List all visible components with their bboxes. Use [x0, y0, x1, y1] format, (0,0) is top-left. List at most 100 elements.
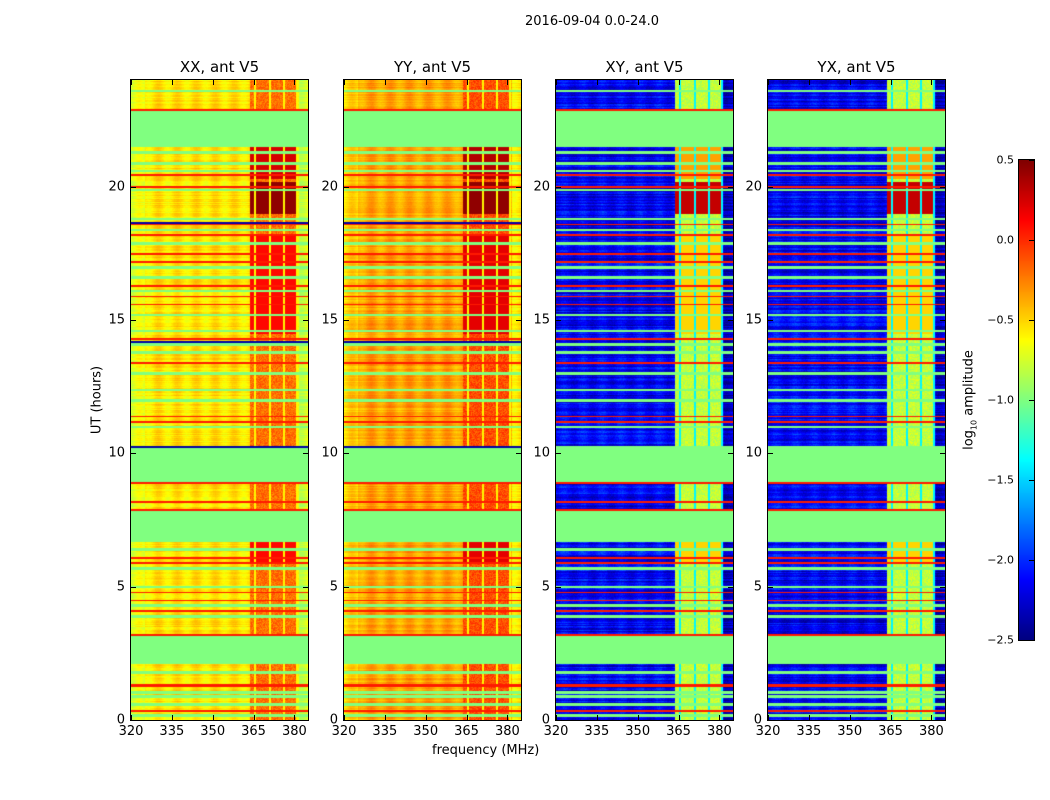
x-tick	[425, 80, 427, 85]
x-tick-label: 350	[625, 724, 651, 739]
x-tick-label: 365	[666, 724, 691, 739]
x-tick	[556, 715, 557, 720]
heatmap-yy	[344, 80, 521, 720]
y-tick	[556, 320, 561, 321]
x-tick	[294, 715, 296, 720]
y-tick-label: 15	[745, 312, 762, 328]
y-tick	[344, 453, 349, 455]
x-tick-label: 320	[543, 724, 569, 739]
x-tick	[294, 80, 296, 85]
y-tick-label: 5	[753, 579, 762, 595]
y-tick	[303, 586, 308, 588]
y-tick	[940, 720, 945, 721]
colorbar-tick	[1029, 640, 1034, 641]
x-tick	[596, 715, 598, 720]
y-tick-label: 10	[533, 445, 550, 461]
y-tick	[940, 453, 945, 455]
colorbar-tick-label: −1.0	[987, 393, 1014, 407]
x-tick	[637, 715, 639, 720]
colorbar-tick	[1029, 160, 1034, 161]
y-tick	[768, 720, 773, 721]
x-tick-label: 320	[118, 724, 144, 739]
y-tick	[940, 186, 945, 188]
y-tick	[556, 186, 561, 188]
x-tick	[890, 80, 892, 85]
x-tick	[768, 80, 769, 85]
y-tick	[556, 720, 561, 721]
y-tick	[728, 586, 733, 588]
y-tick	[516, 186, 521, 188]
colorbar-tick	[1029, 480, 1034, 481]
heatmap-xx	[131, 80, 308, 720]
x-tick	[507, 80, 509, 85]
x-tick	[637, 80, 639, 85]
x-tick-label: 365	[878, 724, 903, 739]
colorbar-tick-label: 0.5	[996, 153, 1015, 167]
y-tick	[516, 586, 521, 588]
y-tick-label: 10	[745, 445, 762, 461]
y-tick-label: 15	[533, 312, 550, 328]
y-tick	[303, 453, 308, 455]
x-tick-label: 380	[706, 724, 732, 739]
x-tick	[131, 715, 132, 720]
x-tick	[719, 715, 721, 720]
y-tick	[728, 320, 733, 321]
x-tick-label: 365	[454, 724, 479, 739]
figure-title: 2016-09-04 0.0-24.0	[525, 14, 659, 29]
y-tick	[516, 320, 521, 321]
x-tick	[808, 80, 810, 85]
x-tick	[466, 80, 468, 85]
x-tick	[808, 715, 810, 720]
x-tick	[931, 80, 933, 85]
y-tick-label: 20	[533, 179, 550, 195]
panel-title-yy: YY, ant V5	[393, 58, 472, 76]
x-tick-label: 335	[584, 724, 610, 739]
x-tick	[678, 715, 680, 720]
colorbar-tick	[1029, 560, 1034, 561]
y-tick	[344, 320, 349, 321]
y-tick	[344, 586, 349, 588]
y-tick-label: 20	[108, 179, 125, 195]
panel-title-xy: XY, ant V5	[605, 58, 684, 76]
x-tick-label: 335	[372, 724, 398, 739]
x-tick	[212, 715, 214, 720]
x-tick	[253, 80, 255, 85]
y-tick	[728, 186, 733, 188]
colorbar	[1019, 160, 1034, 640]
y-tick	[303, 320, 308, 321]
y-tick	[303, 720, 308, 721]
y-tick-label: 20	[321, 179, 338, 195]
colorbar-tick	[1029, 240, 1034, 241]
y-tick	[768, 586, 773, 588]
y-tick	[556, 453, 561, 455]
x-tick	[384, 715, 386, 720]
x-tick-label: 350	[837, 724, 863, 739]
x-tick-label: 335	[159, 724, 185, 739]
y-tick-label: 0	[116, 712, 125, 728]
heatmap-yx	[768, 80, 945, 720]
y-tick-label: 0	[329, 712, 338, 728]
colorbar-label-sub: 10	[969, 419, 979, 431]
x-tick-label: 350	[413, 724, 439, 739]
x-tick	[212, 80, 214, 85]
x-tick	[344, 715, 345, 720]
y-tick	[303, 186, 308, 188]
x-tick	[849, 80, 851, 85]
x-tick	[719, 80, 721, 85]
x-tick	[890, 715, 892, 720]
x-tick	[384, 80, 386, 85]
x-tick	[768, 715, 769, 720]
panel-title-xx: XX, ant V5	[179, 58, 260, 76]
x-tick-label: 380	[494, 724, 520, 739]
y-tick	[131, 720, 136, 721]
colorbar-tick-label: −1.5	[987, 473, 1014, 487]
y-tick	[516, 453, 521, 455]
x-tick-label: 335	[796, 724, 822, 739]
x-tick-label: 380	[281, 724, 307, 739]
y-tick	[131, 186, 136, 188]
colorbar-tick	[1029, 400, 1034, 401]
y-tick	[344, 720, 349, 721]
colorbar-label: log10 amplitude	[962, 350, 979, 450]
x-tick	[507, 715, 509, 720]
x-tick-label: 350	[200, 724, 226, 739]
